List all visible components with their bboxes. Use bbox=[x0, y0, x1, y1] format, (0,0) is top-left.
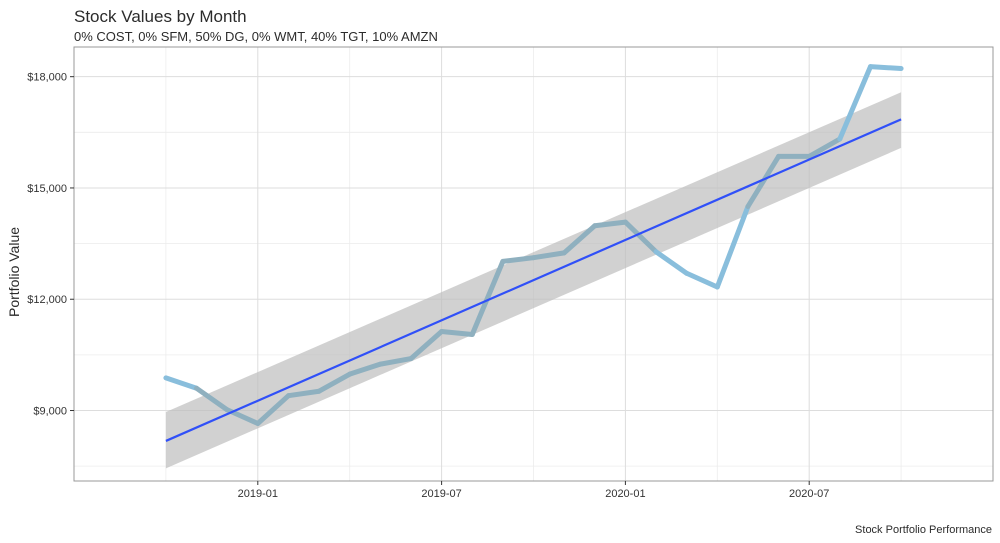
series-line-segment bbox=[837, 64, 873, 142]
chart-caption: Stock Portfolio Performance bbox=[855, 524, 992, 536]
series-line-segment bbox=[469, 258, 506, 337]
series-line-segment bbox=[285, 388, 322, 399]
series-line-segment bbox=[622, 219, 659, 255]
y-axis-label: Portfolio Value bbox=[6, 227, 22, 317]
series-line-segment bbox=[592, 219, 628, 229]
series-line-segment bbox=[316, 371, 353, 394]
series-line-segment bbox=[653, 249, 690, 276]
series-line-segment bbox=[255, 393, 291, 427]
x-tick-label: 2020-07 bbox=[789, 488, 829, 500]
series-line-segment bbox=[163, 375, 200, 391]
y-tick-label: $9,000 bbox=[33, 406, 67, 418]
series-line-segment bbox=[806, 136, 843, 159]
series-line-segment bbox=[500, 255, 536, 264]
series-line-segment bbox=[194, 385, 230, 413]
chart-subtitle: 0% COST, 0% SFM, 50% DG, 0% WMT, 40% TGT… bbox=[74, 29, 438, 44]
x-tick-label: 2020-01 bbox=[605, 488, 645, 500]
y-tick-label: $12,000 bbox=[27, 294, 67, 306]
series-line-segment bbox=[745, 153, 782, 210]
series-line-segment bbox=[867, 64, 904, 72]
series-line-segment bbox=[714, 204, 751, 290]
series-line-segment bbox=[531, 250, 567, 261]
series-line-segment bbox=[561, 223, 598, 256]
series-line-segment bbox=[439, 329, 475, 337]
series-line-segment bbox=[408, 329, 445, 362]
chart-title: Stock Values by Month bbox=[74, 7, 247, 26]
x-tick-label: 2019-01 bbox=[238, 488, 278, 500]
y-tick-label: $15,000 bbox=[27, 183, 67, 195]
series-line-segment bbox=[347, 361, 383, 377]
series-line-segment bbox=[377, 356, 414, 367]
plot-border bbox=[73, 46, 994, 482]
trend-line bbox=[165, 118, 902, 442]
plot-area: 2019-01 2019-07 2020-01 2020-07 $9,000 $12,00… bbox=[27, 46, 994, 500]
y-tick-label: $18,000 bbox=[27, 72, 67, 84]
series-line-segment bbox=[684, 270, 720, 290]
x-tick-label: 2019-07 bbox=[421, 488, 461, 500]
